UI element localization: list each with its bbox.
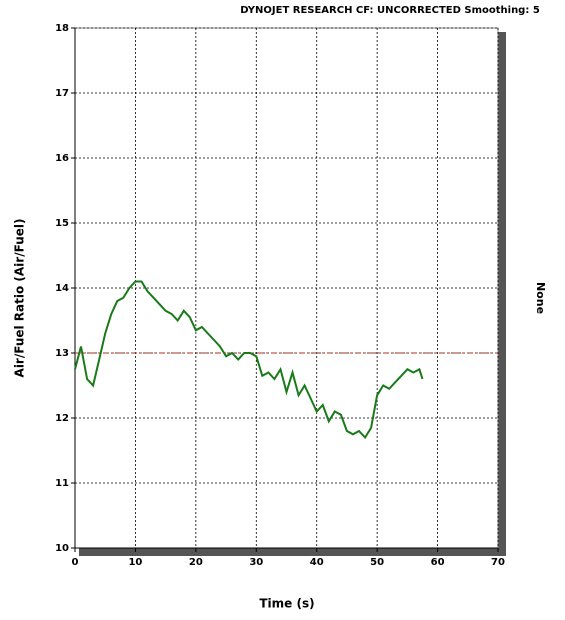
- x-tick-label: 30: [249, 557, 263, 568]
- y-tick-label: 12: [55, 413, 69, 424]
- y-tick-label: 13: [55, 348, 69, 359]
- y-tick-label: 15: [55, 218, 69, 229]
- y-tick-label: 14: [55, 283, 69, 294]
- plot-area: [74, 27, 499, 549]
- x-tick-label: 70: [491, 557, 505, 568]
- y-tick-label: 11: [55, 478, 69, 489]
- x-tick-label: 0: [72, 557, 79, 568]
- y-tick-label: 16: [55, 153, 69, 164]
- side-label: None: [534, 282, 547, 314]
- x-tick-label: 60: [431, 557, 445, 568]
- data-line: [74, 280, 424, 440]
- x-tick-label: 20: [189, 557, 203, 568]
- x-tick-label: 10: [128, 557, 142, 568]
- y-axis-label: Air/Fuel Ratio (Air/Fuel): [13, 219, 27, 378]
- x-tick-label: 50: [370, 557, 384, 568]
- y-tick-label: 10: [55, 543, 69, 554]
- header: DYNOJET RESEARCH CF: UNCORRECTED Smoothi…: [240, 5, 540, 16]
- y-tick-label: 17: [55, 88, 69, 99]
- y-tick-label: 18: [55, 23, 69, 34]
- x-tick-label: 40: [310, 557, 324, 568]
- x-axis-label: Time (s): [259, 597, 314, 611]
